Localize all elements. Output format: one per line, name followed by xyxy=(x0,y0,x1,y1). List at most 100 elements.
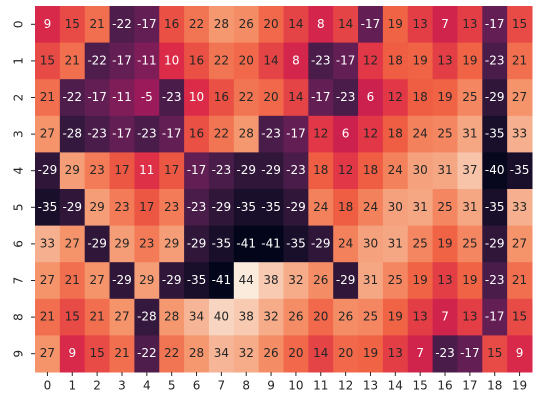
cell-label: -17 xyxy=(187,163,207,177)
cell-label: 7 xyxy=(416,346,424,360)
cell-label: 21 xyxy=(65,273,80,287)
heatmap-cell xyxy=(358,115,384,153)
heatmap-cell xyxy=(382,79,409,117)
cell-label: 14 xyxy=(313,346,328,360)
y-tick-label: 5 xyxy=(12,203,26,211)
heatmap-cell xyxy=(208,335,235,373)
cell-label: 32 xyxy=(288,273,303,287)
cell-label: -23 xyxy=(162,90,182,104)
y-tick-label: 6 xyxy=(12,240,26,248)
heatmap-cell xyxy=(59,335,86,373)
heatmap-cell xyxy=(382,6,409,44)
heatmap-cell xyxy=(134,115,160,153)
heatmap-cell xyxy=(84,152,111,190)
cell-label: 24 xyxy=(413,127,428,141)
cell-label: 30 xyxy=(413,163,428,177)
cell-label: 11 xyxy=(139,163,154,177)
heatmap-cell xyxy=(134,79,160,117)
heatmap-cell xyxy=(457,42,483,80)
cell-label: -35 xyxy=(510,163,530,177)
heatmap-cell xyxy=(333,335,359,373)
heatmap-cell xyxy=(184,298,210,336)
y-tick-label: 7 xyxy=(12,277,26,285)
cell-label: -17 xyxy=(87,90,107,104)
cell-label: -23 xyxy=(485,273,505,287)
cell-label: 7 xyxy=(441,310,449,324)
heatmap-cell xyxy=(59,225,86,263)
cell-label: -17 xyxy=(112,53,132,67)
heatmap-cell xyxy=(35,262,61,300)
cell-label: 21 xyxy=(40,90,55,104)
heatmap-cell xyxy=(59,152,86,190)
cell-label: -35 xyxy=(236,200,256,214)
cell-label: 14 xyxy=(288,17,303,31)
cell-label: 33 xyxy=(40,236,55,250)
heatmap-cell xyxy=(233,225,260,263)
cell-label: 30 xyxy=(363,236,378,250)
x-tick-label: 16 xyxy=(437,379,452,393)
heatmap-cell xyxy=(109,6,135,44)
heatmap-cell xyxy=(184,262,210,300)
cell-label: 19 xyxy=(388,17,403,31)
cell-label: 27 xyxy=(512,236,527,250)
cell-label: 13 xyxy=(437,273,452,287)
heatmap-cell xyxy=(159,189,185,227)
heatmap-cell xyxy=(333,189,359,227)
heatmap-cell xyxy=(457,298,483,336)
cell-label: -17 xyxy=(112,127,132,141)
heatmap-cell xyxy=(84,262,111,300)
heatmap-cell xyxy=(457,225,483,263)
heatmap-cell xyxy=(159,298,185,336)
cell-label: 16 xyxy=(164,17,179,31)
heatmap-cell xyxy=(358,6,384,44)
heatmap-cell xyxy=(482,152,508,190)
heatmap-cell xyxy=(358,225,384,263)
cell-label: -23 xyxy=(137,127,157,141)
heatmap-cell xyxy=(134,42,160,80)
cell-label: 26 xyxy=(313,273,328,287)
cell-label: 24 xyxy=(388,163,403,177)
heatmap-cell xyxy=(432,225,458,263)
heatmap-cell xyxy=(407,262,434,300)
cell-label: 19 xyxy=(437,236,452,250)
cell-label: 31 xyxy=(363,273,378,287)
heatmap-cell xyxy=(482,298,508,336)
heatmap-cell xyxy=(233,335,260,373)
heatmap-cell xyxy=(333,225,359,263)
heatmap-cell xyxy=(457,6,483,44)
cell-label: -22 xyxy=(62,90,82,104)
x-tick-label: 13 xyxy=(363,379,378,393)
heatmap-cell xyxy=(35,42,61,80)
heatmap-cell xyxy=(432,335,458,373)
heatmap-cell xyxy=(333,6,359,44)
x-tick-label: 6 xyxy=(193,379,201,393)
cell-label: 21 xyxy=(512,273,527,287)
cell-label: 15 xyxy=(512,310,527,324)
heatmap-cell xyxy=(208,189,235,227)
cell-label: 31 xyxy=(437,163,452,177)
cell-label: -41 xyxy=(261,236,281,250)
cell-label: 21 xyxy=(40,310,55,324)
heatmap-cell xyxy=(333,262,359,300)
heatmap-cell xyxy=(35,6,61,44)
heatmap-cell xyxy=(258,79,284,117)
cell-label: -23 xyxy=(261,127,281,141)
cell-label: -22 xyxy=(112,17,132,31)
cell-label: 23 xyxy=(114,200,129,214)
cell-label: 14 xyxy=(338,17,353,31)
cell-label: 14 xyxy=(288,90,303,104)
heatmap-cell xyxy=(233,262,260,300)
heatmap-cell xyxy=(407,6,434,44)
heatmap-cell xyxy=(109,225,135,263)
heatmap-cell xyxy=(507,189,533,227)
heatmap-cell xyxy=(184,6,210,44)
cell-label: 28 xyxy=(164,310,179,324)
heatmap-cell xyxy=(432,262,458,300)
cell-label: 25 xyxy=(462,236,477,250)
cell-label: -29 xyxy=(212,200,232,214)
cell-label: 23 xyxy=(164,200,179,214)
cell-label: 9 xyxy=(68,346,76,360)
cell-label: 32 xyxy=(263,310,278,324)
x-tick-label: 0 xyxy=(44,379,52,393)
heatmap-cell xyxy=(432,42,458,80)
